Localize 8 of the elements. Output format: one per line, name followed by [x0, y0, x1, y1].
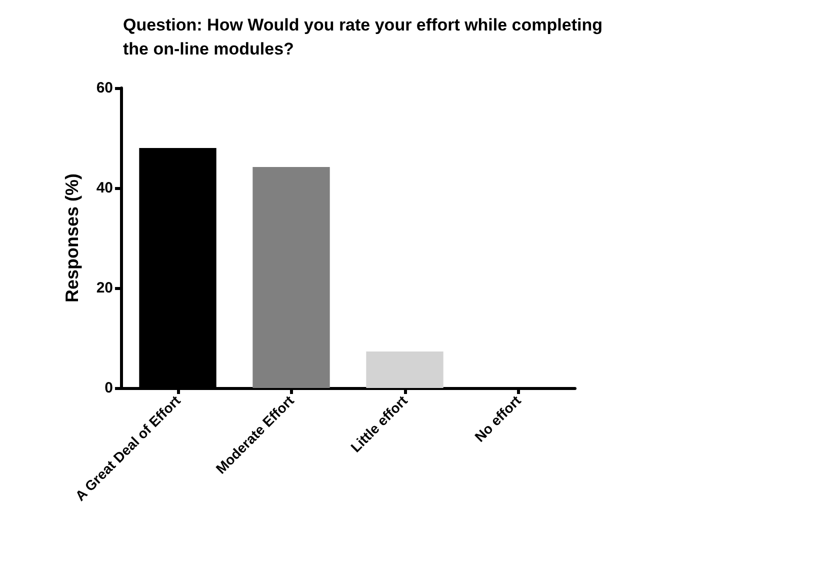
y-tick-label: 0: [104, 380, 113, 396]
bar: [252, 167, 330, 388]
y-tick-label: 60: [96, 80, 113, 96]
y-tick-label: 40: [96, 180, 113, 196]
bar: [366, 352, 444, 388]
y-tick-label: 20: [96, 280, 113, 296]
chart-title: Question: How Would you rate your effort while completing the on-line modules?: [123, 16, 602, 58]
y-axis-title: Responses (%): [62, 173, 82, 303]
